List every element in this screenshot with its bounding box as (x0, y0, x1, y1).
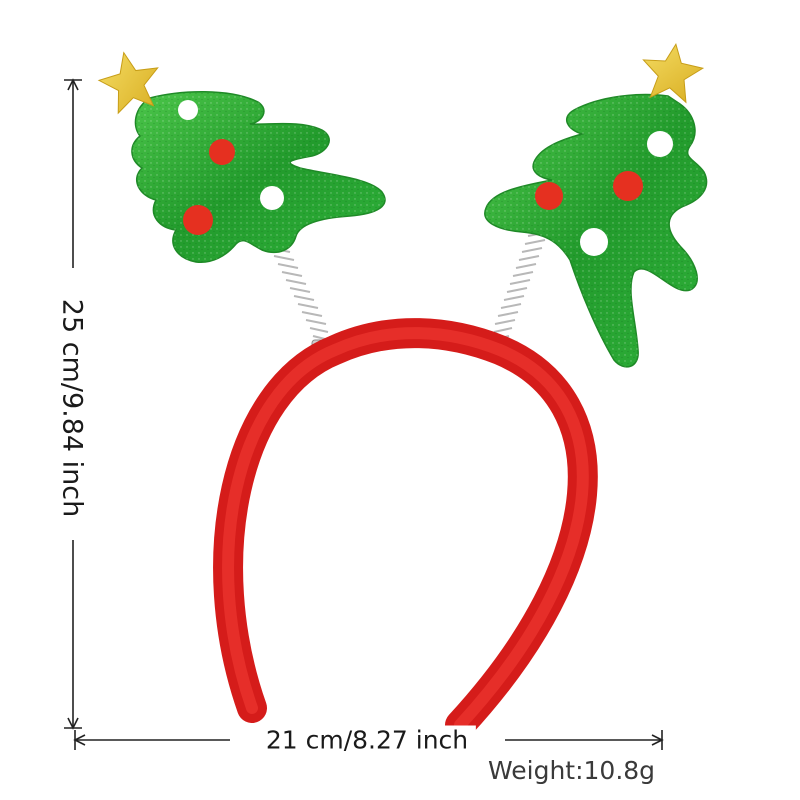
right-tree-ornament (484, 43, 708, 368)
left-star-icon (97, 51, 159, 115)
right-star-icon (642, 43, 705, 104)
left-tree-ornament (97, 51, 386, 264)
height-measure-line (64, 78, 82, 730)
width-measure-line (73, 730, 664, 750)
weight-label: Weight:10.8g (488, 756, 656, 785)
width-label: 21 cm/8.27 inch (257, 725, 477, 755)
height-label: 25 cm/9.84 inch (56, 292, 88, 524)
right-spring (492, 231, 549, 353)
